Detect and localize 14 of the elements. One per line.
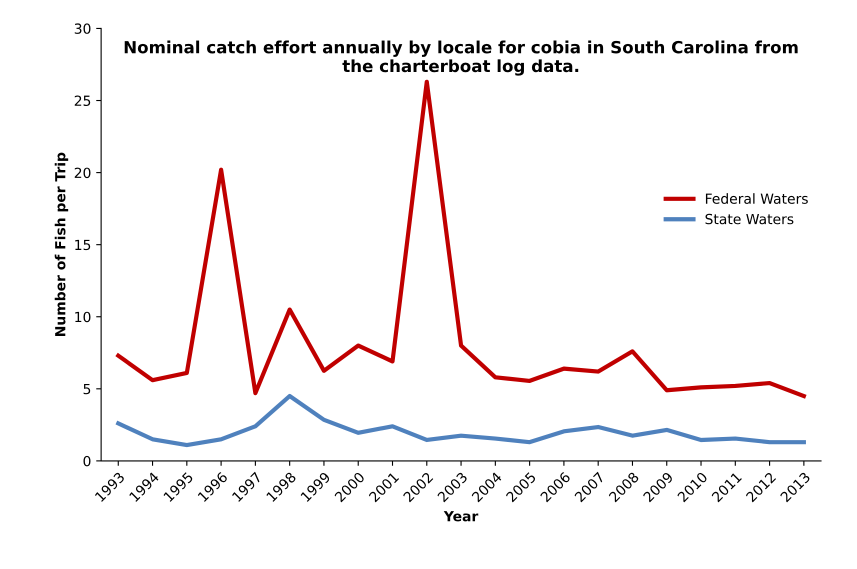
y-tick-label: 0 — [83, 456, 90, 466]
y-axis-title: Number of Fish per Trip — [54, 152, 68, 336]
legend-label: State Waters — [706, 214, 794, 224]
y-tick-label: 15 — [75, 240, 90, 250]
legend-label: Federal Waters — [706, 193, 808, 204]
text: Nominal catch effort annually by locale for cobia in South Carolina from the charterboat log data. — [124, 40, 798, 76]
line-series — [116, 394, 806, 448]
y-tick-label: 25 — [74, 95, 90, 106]
y-tick-label: 30 — [74, 23, 90, 34]
x-axis-title: Year — [444, 511, 478, 522]
y-tick-label: 5 — [84, 384, 90, 394]
line-series — [116, 80, 806, 398]
y-tick-label: 10 — [75, 312, 90, 322]
y-tick-label: 20 — [74, 168, 90, 178]
